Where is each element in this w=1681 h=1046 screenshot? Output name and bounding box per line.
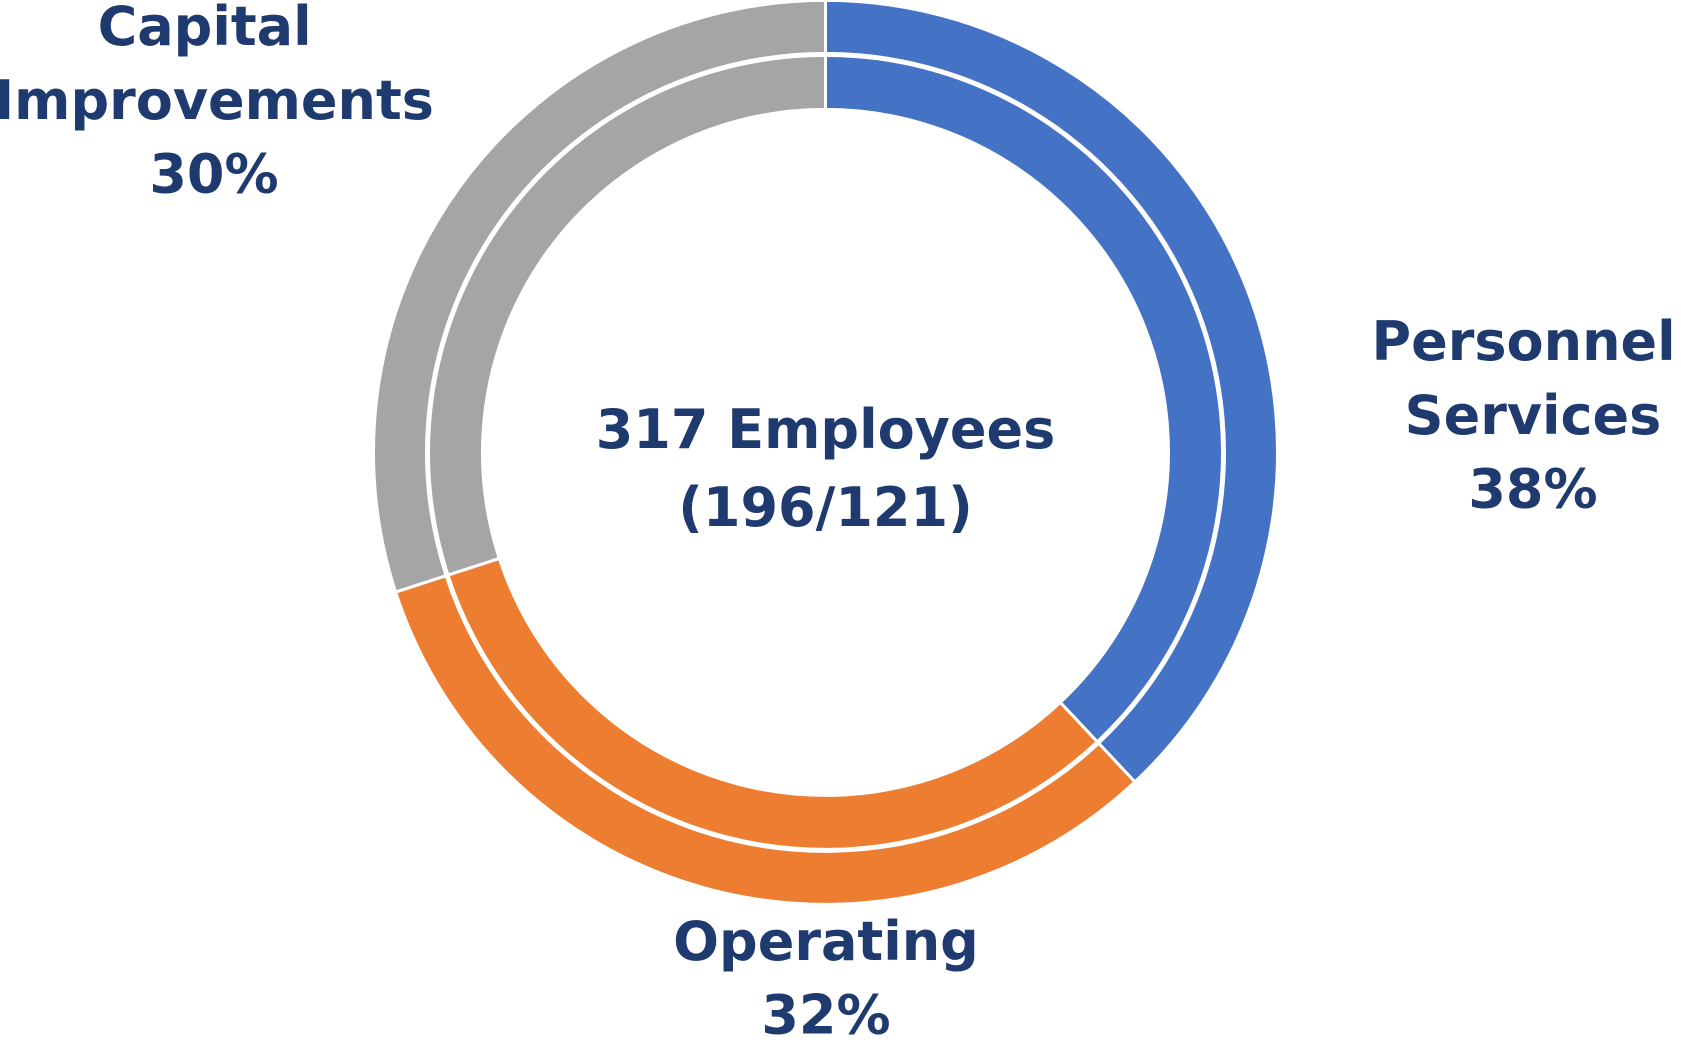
label-line: Capital xyxy=(98,0,331,58)
category-label: Operating xyxy=(673,910,979,973)
value-label: 32% xyxy=(761,984,890,1046)
label-line: Personnel xyxy=(1372,310,1681,373)
category-label: Personnel Services xyxy=(1372,310,1681,447)
center-label: (196/121) xyxy=(678,476,973,539)
label-line: Services xyxy=(1405,384,1662,447)
label-line: Operating xyxy=(673,910,979,973)
value-label: 30% xyxy=(149,143,278,206)
donut-segment xyxy=(427,53,827,577)
label-line: Improvements xyxy=(0,69,434,132)
category-label: Capital Improvements xyxy=(0,0,434,132)
center-label: 317 Employees xyxy=(596,398,1056,461)
value-label: 38% xyxy=(1468,458,1597,521)
donut-segment xyxy=(372,0,827,594)
